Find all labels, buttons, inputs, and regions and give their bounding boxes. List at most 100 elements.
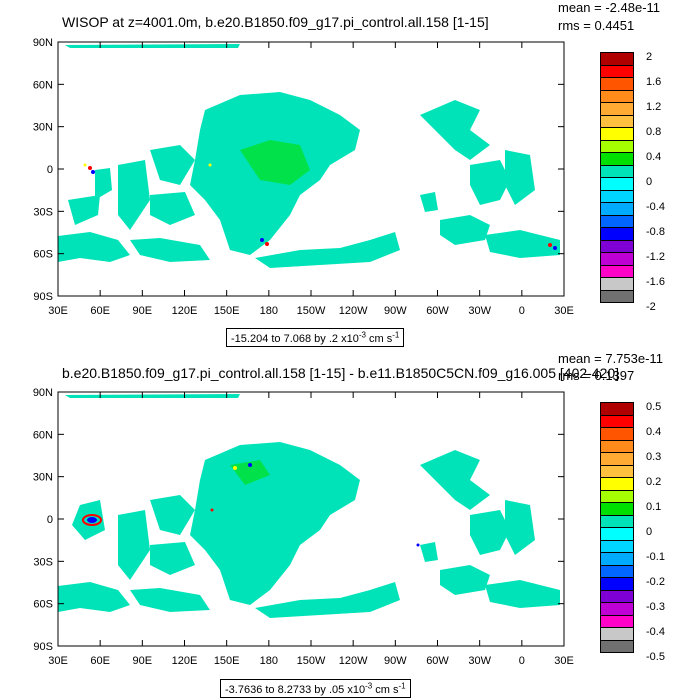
panel-2-map: 90N 60N 30N 0 30S 60S 90S 30E 60E 90E 120E 150E 180 1… (33, 387, 574, 667)
panel-2-lon-label: 90E (133, 655, 153, 667)
colorbar-swatch (600, 439, 634, 452)
colorbar-swatch (600, 127, 634, 140)
panel-1-colorbar-label: 1.2 (646, 101, 662, 114)
colorbar-swatch (600, 464, 634, 477)
panel-2-colorbar-label: -0.5 (646, 651, 665, 664)
panel-1-lon-label: 120E (172, 305, 198, 317)
panel-2-lat-label: 30S (33, 556, 53, 568)
colorbar-swatch (600, 77, 634, 90)
panel-2-lat-label: 90N (33, 387, 53, 399)
panel-1-colorbar-label: 0.4 (646, 151, 662, 164)
panel-2-title: b.e20.B1850.f09_g17.pi_control.all.158 [… (62, 365, 620, 381)
colorbar-swatch (600, 577, 634, 590)
panel-2-lat-label: 30N (33, 472, 53, 484)
panel-1-colorbar-label: -0.4 (646, 201, 665, 214)
panel-1-lon-label: 60W (426, 305, 449, 317)
panel-2-colorbar-label: -0.3 (646, 601, 665, 614)
panel-2-lon-label: 30E (48, 655, 68, 667)
colorbar-swatch (600, 502, 634, 515)
colorbar-swatch (600, 252, 634, 265)
panel-1-colorbar-label: -1.6 (646, 276, 665, 289)
panel-1-colorbar-label: 0 (646, 176, 653, 189)
panel-1-lat-label: 0 (47, 164, 53, 176)
colorbar-swatch (600, 589, 634, 602)
colorbar-swatch (600, 639, 634, 653)
panel-1-mean: mean = -2.48e-11 (558, 0, 661, 15)
panel-1-rms: rms = 0.4451 (558, 18, 635, 33)
colorbar-swatch (600, 102, 634, 115)
panel-1-colorbar-label: 1.6 (646, 76, 662, 89)
panel-1-lat-label: 90N (33, 37, 53, 49)
panel-2-landmask (58, 392, 564, 646)
colorbar-swatch (600, 177, 634, 190)
panel-2-lon-label: 0 (519, 655, 525, 667)
panel-1-contour-info: -15.204 to 7.068 by .2 x10-3 cm s-1 (226, 328, 405, 347)
colorbar-swatch (600, 277, 634, 290)
panel-2-colorbar-label: 0.2 (646, 476, 662, 489)
panel-1-landmask (58, 42, 564, 296)
panel-1-colorbar (600, 52, 634, 303)
panel-1-lat-label: 30N (33, 122, 53, 134)
panel-2-colorbar-swatches (600, 402, 634, 653)
panel-1-lon-label: 180 (260, 305, 278, 317)
panel-2-colorbar-label: 0.1 (646, 501, 662, 514)
panel-1-lon-label: 150W (297, 305, 326, 317)
panel-1-lon-label: 60E (90, 305, 110, 317)
panel-2-colorbar-label: 0.4 (646, 426, 662, 439)
panel-1-lon-label: 90E (133, 305, 153, 317)
panel-1-lon-label: 30E (48, 305, 68, 317)
colorbar-swatch (600, 289, 634, 303)
panel-1-ocean-field (58, 44, 560, 268)
panel-1-colorbar-swatches (600, 52, 634, 303)
panel-1-lon-label: 150E (214, 305, 240, 317)
panel-2-lat-label: 60N (33, 429, 53, 441)
panel-2-colorbar-label: -0.1 (646, 551, 665, 564)
colorbar-swatch (600, 477, 634, 490)
panel-1-colorbar-label: 2 (646, 51, 653, 64)
colorbar-swatch (600, 489, 634, 502)
colorbar-swatch (600, 189, 634, 202)
colorbar-swatch (600, 114, 634, 127)
panel-1-lat-label: 30S (33, 206, 53, 218)
panel-2-colorbar-label: 0.3 (646, 451, 662, 464)
colorbar-swatch (600, 164, 634, 177)
panel-1-lon-label: 30E (554, 305, 574, 317)
colorbar-swatch (600, 427, 634, 440)
colorbar-swatch (600, 152, 634, 165)
panel-2-mean: mean = 7.753e-11 (558, 351, 663, 366)
colorbar-swatch (600, 539, 634, 552)
panel-1-lon-label: 120W (339, 305, 368, 317)
panel-2-lon-label: 30E (554, 655, 574, 667)
colorbar-swatch (600, 214, 634, 227)
panel-2-lat-label: 60S (33, 599, 53, 611)
panel-1-colorbar-label: -1.2 (646, 251, 665, 264)
panel-2-lon-label: 90W (384, 655, 407, 667)
colorbar-swatch (600, 614, 634, 627)
panel-1-lat-label: 60N (33, 79, 53, 91)
panel-2-colorbar-label: 0 (646, 526, 653, 539)
colorbar-swatch (600, 414, 634, 427)
colorbar-swatch (600, 527, 634, 540)
colorbar-swatch (600, 239, 634, 252)
panel-1-lat-label: 60S (33, 249, 53, 261)
panel-2-lon-label: 150W (297, 655, 326, 667)
colorbar-swatch (600, 452, 634, 465)
panel-2-colorbar-label: -0.4 (646, 626, 665, 639)
panel-2-lon-label: 180 (260, 655, 278, 667)
panel-1-colorbar-label: 0.8 (646, 126, 662, 139)
panel-1-lon-label: 30W (468, 305, 491, 317)
panel-2-lon-label: 60W (426, 655, 449, 667)
colorbar-swatch (600, 264, 634, 277)
panel-1-title: WISOP at z=4001.0m, b.e20.B1850.f09_g17.… (62, 14, 489, 30)
panel-2-lon-label: 60E (90, 655, 110, 667)
panel-2-lon-label: 150E (214, 655, 240, 667)
panel-1-contour-text: -15.204 to 7.068 by .2 x10-3 cm s-1 (231, 330, 400, 345)
panel-2-colorbar-label: -0.2 (646, 576, 665, 589)
colorbar-swatch (600, 627, 634, 640)
panel-2-colorbar (600, 402, 634, 653)
panel-1-lon-label: 90W (384, 305, 407, 317)
colorbar-swatch (600, 514, 634, 527)
colorbar-swatch (600, 52, 634, 65)
panel-2-lon-label: 30W (468, 655, 491, 667)
colorbar-swatch (600, 402, 634, 415)
